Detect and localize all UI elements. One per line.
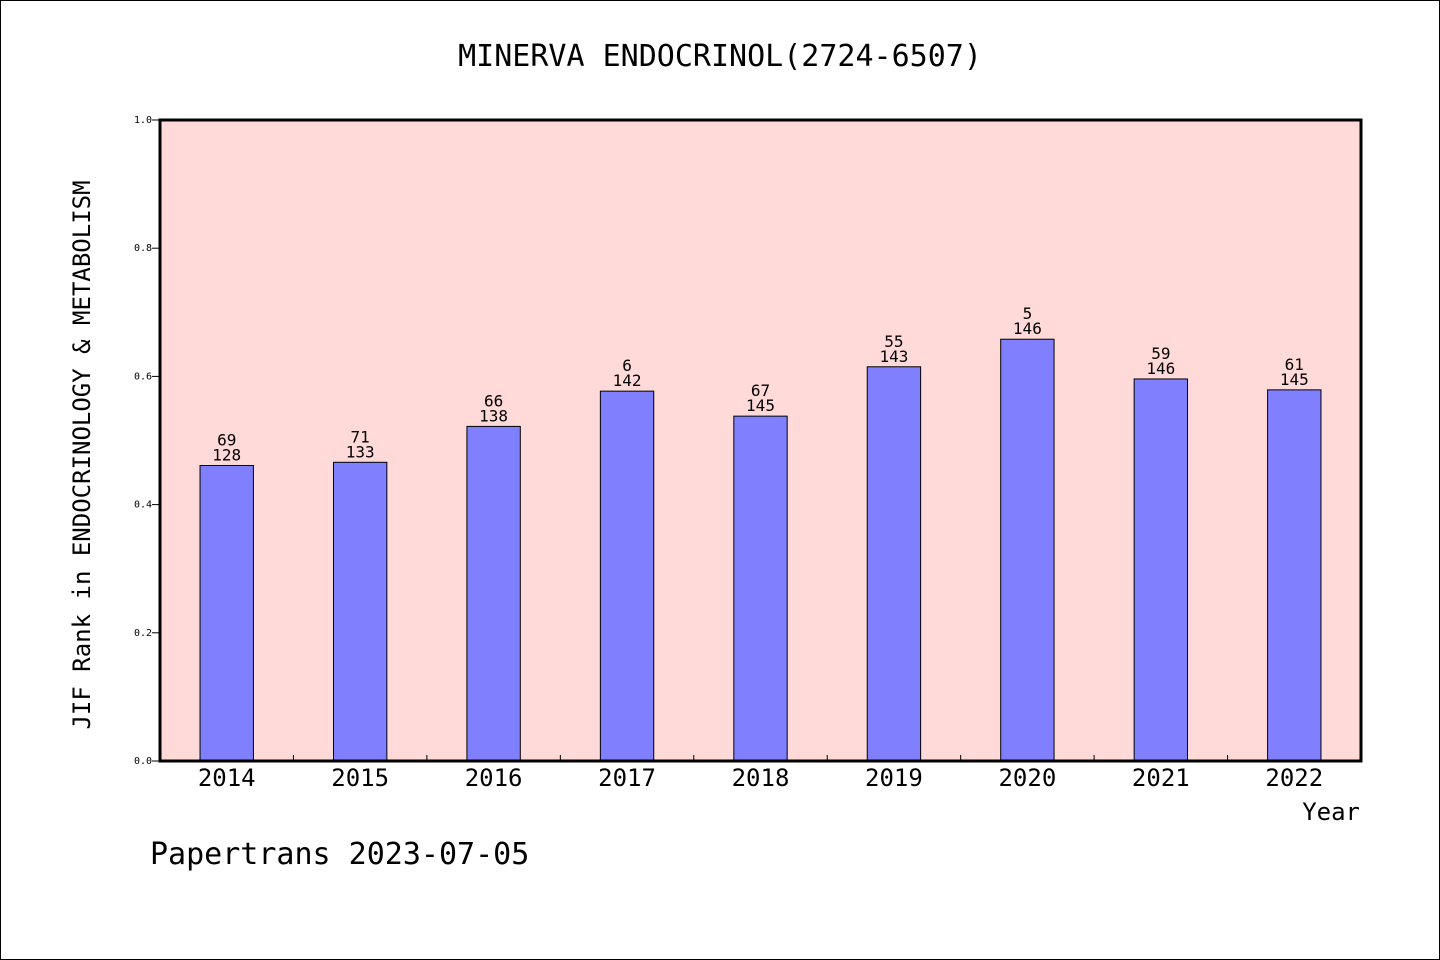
x-axis: 2014 2015 2016 2017 2018 2019 2020 2021 2022 — [198, 755, 1323, 792]
bar-2015 — [332, 461, 388, 762]
bar-2021 — [1133, 378, 1189, 762]
y-axis: 0.0 0.2 0.4 0.6 0.8 1.0 — [134, 115, 160, 767]
x-tick-label: 2020 — [998, 764, 1056, 792]
bar-total-label: 138 — [479, 406, 508, 425]
bar-rank-label: 66 — [484, 391, 503, 410]
chart-title: MINERVA ENDOCRINOL(2724-6507) — [458, 39, 982, 74]
bar-rank-label: 6 — [622, 356, 632, 375]
bar-2020 — [1000, 338, 1055, 762]
y-tick-label: 0.2 — [134, 628, 152, 639]
y-tick-label: 0.0 — [134, 756, 152, 767]
y-tick-label: 0.4 — [134, 500, 152, 511]
bar-total-label: 128 — [212, 445, 241, 464]
bar-total-label: 133 — [346, 442, 375, 461]
y-axis-label: JIF Rank in ENDOCRINOLOGY & METABOLISM — [68, 180, 96, 729]
bar-2022 — [1267, 389, 1322, 762]
bar-total-label: 146 — [1013, 319, 1042, 338]
y-tick-label: 1.0 — [134, 115, 152, 126]
bar-2016 — [466, 425, 521, 762]
y-tick-label: 0.8 — [134, 243, 152, 254]
bar-2017 — [599, 390, 655, 762]
bar-rank-label: 69 — [217, 430, 236, 449]
footer-text: Papertrans 2023-07-05 — [150, 837, 529, 872]
x-tick-label: 2017 — [598, 764, 656, 792]
bar-rank-label: 5 — [1023, 304, 1033, 323]
bar-total-label: 145 — [746, 396, 775, 415]
x-tick-label: 2019 — [865, 764, 923, 792]
bar-rank-label: 59 — [1151, 344, 1170, 363]
bar-rank-label: 71 — [351, 427, 370, 446]
bar-total-label: 145 — [1280, 370, 1309, 389]
x-tick-label: 2014 — [198, 764, 256, 792]
x-tick-label: 2015 — [331, 764, 389, 792]
plot-border — [158, 118, 1363, 763]
x-tick-label: 2022 — [1265, 764, 1323, 792]
bar-2019 — [866, 366, 922, 762]
bar-2014 — [199, 464, 254, 762]
bar-total-label: 142 — [613, 371, 642, 390]
bar-total-label: 146 — [1146, 359, 1175, 378]
x-tick-label: 2021 — [1132, 764, 1190, 792]
bar-rank-label: 67 — [751, 381, 770, 400]
bar-rank-label: 61 — [1285, 355, 1304, 374]
x-tick-label: 2018 — [732, 764, 790, 792]
bar-rank-label: 55 — [884, 332, 903, 351]
x-axis-label: Year — [1302, 798, 1360, 826]
bar-total-label: 143 — [879, 347, 908, 366]
y-tick-label: 0.6 — [134, 371, 152, 382]
x-tick-label: 2016 — [465, 764, 523, 792]
bar-2018 — [733, 415, 788, 762]
